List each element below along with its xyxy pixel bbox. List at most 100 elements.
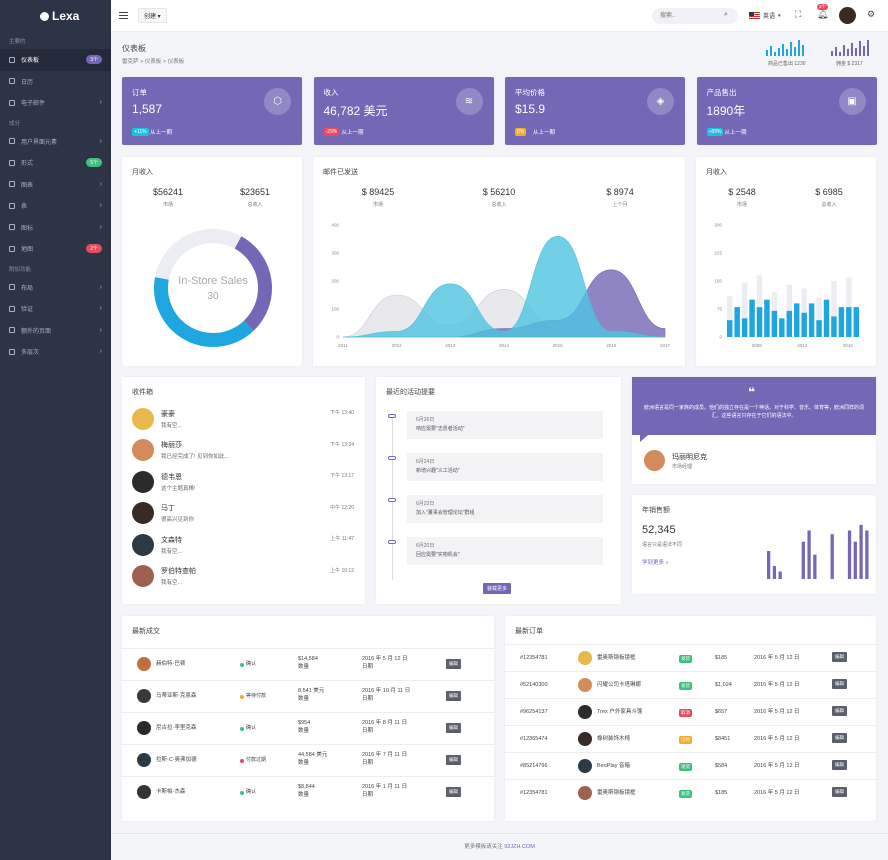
sidebar-item[interactable]: 布局 ›: [0, 277, 111, 299]
row-name: 赫伯特·巴顿: [156, 661, 186, 667]
edit-button[interactable]: 编辑: [446, 755, 461, 765]
row-avatar: [137, 721, 151, 735]
bell-icon[interactable]: 🔔︎: [817, 9, 829, 19]
sidebar-section-label: 成分: [9, 120, 21, 127]
sidebar-item-label: 用户界面元素: [21, 139, 58, 146]
order-date: 2016 年 5 月 12 日: [754, 682, 800, 688]
inbox-item[interactable]: 文森特 我有空... 上午 11:47: [122, 532, 365, 557]
table-row: #96254137 Trex 户外家具斗篷 取消 $657 2016 年 5 月 12 …: [505, 698, 876, 725]
sidebar-menu: 主要的 仪表板 3个 日历 电子邮件 › 成分 用户界面元素 › 形式 5个 图表 › 表 › 图标 › 地图 2个…: [0, 36, 111, 363]
status-dot: [240, 695, 244, 699]
settings-gear-icon[interactable]: ⚙: [867, 9, 876, 19]
load-more-button[interactable]: 装载更多: [483, 583, 512, 594]
stat-footer: 从上一期: [533, 130, 556, 136]
bar-background: [816, 297, 822, 337]
activity-item[interactable]: 6月23日 加入"董事会管理论坛"群组: [407, 495, 603, 523]
inbox-text: 豪豪 我有空...: [161, 409, 182, 429]
sales-bar: [772, 565, 777, 579]
yearly-sales-value: 52,345: [642, 524, 676, 536]
edit-button[interactable]: 编辑: [832, 760, 847, 770]
table-row: 尼古拉·李里克森 确认 $954 数量 2016 年 8 月 11 日日期 编辑: [122, 712, 494, 744]
order-date: 2016 年 5 月 12 日: [754, 763, 800, 769]
sidebar-item[interactable]: 表 ›: [0, 195, 111, 217]
sidebar-item-label: 布局: [21, 285, 34, 292]
inbox-item[interactable]: 马丁 很高兴见到你 中午 12:20: [122, 501, 365, 526]
y-tick-label: 300: [331, 251, 339, 256]
edit-button[interactable]: 编辑: [832, 652, 847, 662]
app-logo[interactable]: Lexa: [0, 0, 111, 32]
sidebar-item[interactable]: 用户界面元素 ›: [0, 131, 111, 153]
fullscreen-icon[interactable]: ⛶: [795, 9, 802, 19]
bar: [846, 307, 852, 337]
footer-link[interactable]: 92JZH.COM: [504, 844, 535, 850]
stat-title: 订单: [132, 88, 147, 97]
x-tick-label: 2011: [338, 343, 348, 348]
sidebar-item[interactable]: 仪表板 3个: [0, 49, 111, 71]
table-row: #85214796 BeoPlay 音箱 发货 $584 2016 年 5 月 12 日…: [505, 752, 876, 779]
edit-button[interactable]: 编辑: [832, 787, 847, 797]
quote-icon: ❝: [748, 385, 756, 399]
email-sent-card: 邮件已发送 $ 89425 市场 $ 56210 总收入 $ 8974 上个月 0 10…: [313, 157, 685, 366]
sparkline-bar: [786, 49, 788, 56]
table-row: #12354781 雷奥斯钢板镜框 发货 $185 2016 年 5 月 12 日 编辑: [505, 644, 876, 671]
sidebar-item-label: 表: [21, 204, 28, 211]
inbox-time: 中午 12:20: [330, 504, 354, 511]
testimonial-name: 玛丽明尼克: [672, 454, 707, 461]
activity-item[interactable]: 6月24日 新增兴趣"义工活动": [407, 453, 603, 481]
table-row: #12354781 雷奥斯钢板镜框 发货 $185 2016 年 5 月 12 日 编辑: [505, 779, 876, 806]
activity-item[interactable]: 6月26日 响应需要"志愿者活动": [407, 411, 603, 439]
sidebar-item[interactable]: 额外的页面 ›: [0, 320, 111, 342]
bar: [838, 307, 845, 337]
logo-icon: [40, 11, 49, 21]
sparkline-bar: [782, 44, 784, 56]
sparkline-bar: [851, 43, 853, 56]
activity-text: 新增兴趣"义工活动": [416, 468, 460, 474]
edit-button[interactable]: 编辑: [832, 706, 847, 716]
edit-button[interactable]: 编辑: [832, 733, 847, 743]
sidebar-item[interactable]: 图标 ›: [0, 217, 111, 239]
stat-card: 平均价格 $15.9 ◈ 0% 从上一期: [505, 77, 685, 145]
us-flag-icon: [749, 12, 760, 19]
footer: 更多模板请关注 92JZH.COM: [111, 833, 888, 860]
stat-footer: 从上一期: [724, 130, 747, 136]
edit-button[interactable]: 编辑: [446, 659, 461, 669]
inbox-text: 罗伯特查帕 我有空...: [161, 566, 196, 586]
testimonial-avatar: [644, 450, 665, 471]
search-icon[interactable]: ⌕: [724, 11, 728, 18]
sparkline-bar: [847, 49, 849, 56]
language-selector[interactable]: 英语 ▾: [749, 11, 781, 20]
inbox-item[interactable]: 豪豪 我有空... 下午 13:40: [122, 406, 365, 431]
sidebar-item[interactable]: 形式 5个: [0, 152, 111, 174]
create-dropdown[interactable]: 创建 ▾: [138, 8, 167, 23]
y-tick-label: 75: [717, 307, 723, 312]
inbox-item[interactable]: 梅丽莎 我已经完成了! 见到你如此... 下午 13:34: [122, 438, 365, 463]
row-date: 2016 年 1 月 11 日日期: [362, 784, 408, 798]
learn-more-link[interactable]: 学到更多 »: [642, 560, 669, 566]
sidebar-item[interactable]: 图表 ›: [0, 174, 111, 196]
activity-item[interactable]: 6月20日 回应需要"实物机会": [407, 537, 603, 565]
edit-button[interactable]: 编辑: [446, 723, 461, 733]
menu-toggle-icon[interactable]: [119, 11, 128, 20]
sidebar-item[interactable]: 验证 ›: [0, 298, 111, 320]
sidebar-item[interactable]: 日历: [0, 71, 111, 93]
sidebar-item[interactable]: 多层次 ›: [0, 341, 111, 363]
kpi-last-month: $ 8974 上个月: [606, 187, 634, 208]
inbox-item[interactable]: 罗伯特查帕 我有空... 上午 10:12: [122, 564, 365, 589]
sidebar-item-icon: [9, 56, 15, 63]
order-amount: $8451: [715, 736, 731, 742]
x-tick-label: 2012: [392, 343, 403, 348]
edit-button[interactable]: 编辑: [446, 691, 461, 701]
edit-button[interactable]: 编辑: [446, 787, 461, 797]
sidebar-item[interactable]: 地图 2个: [0, 238, 111, 260]
edit-button[interactable]: 编辑: [832, 679, 847, 689]
table-row: 马蒂亚斯·克恩森 等待付款 8,541 美元 数量 2016 年 10 月 11 日日期…: [122, 680, 494, 712]
inbox-item[interactable]: 德韦恩 这个主题真棒! 下午 13:17: [122, 469, 365, 494]
sidebar-item[interactable]: 电子邮件 ›: [0, 92, 111, 114]
order-product: 闪耀公司卡塔琳娜: [597, 682, 642, 688]
user-avatar[interactable]: [839, 7, 856, 24]
search-input[interactable]: [652, 8, 738, 24]
row-avatar: [137, 689, 151, 703]
notification-badge: 3个: [817, 4, 829, 10]
yearly-sales-subtitle: 语言只是语法不同: [642, 542, 683, 548]
sales-bar: [767, 551, 771, 579]
